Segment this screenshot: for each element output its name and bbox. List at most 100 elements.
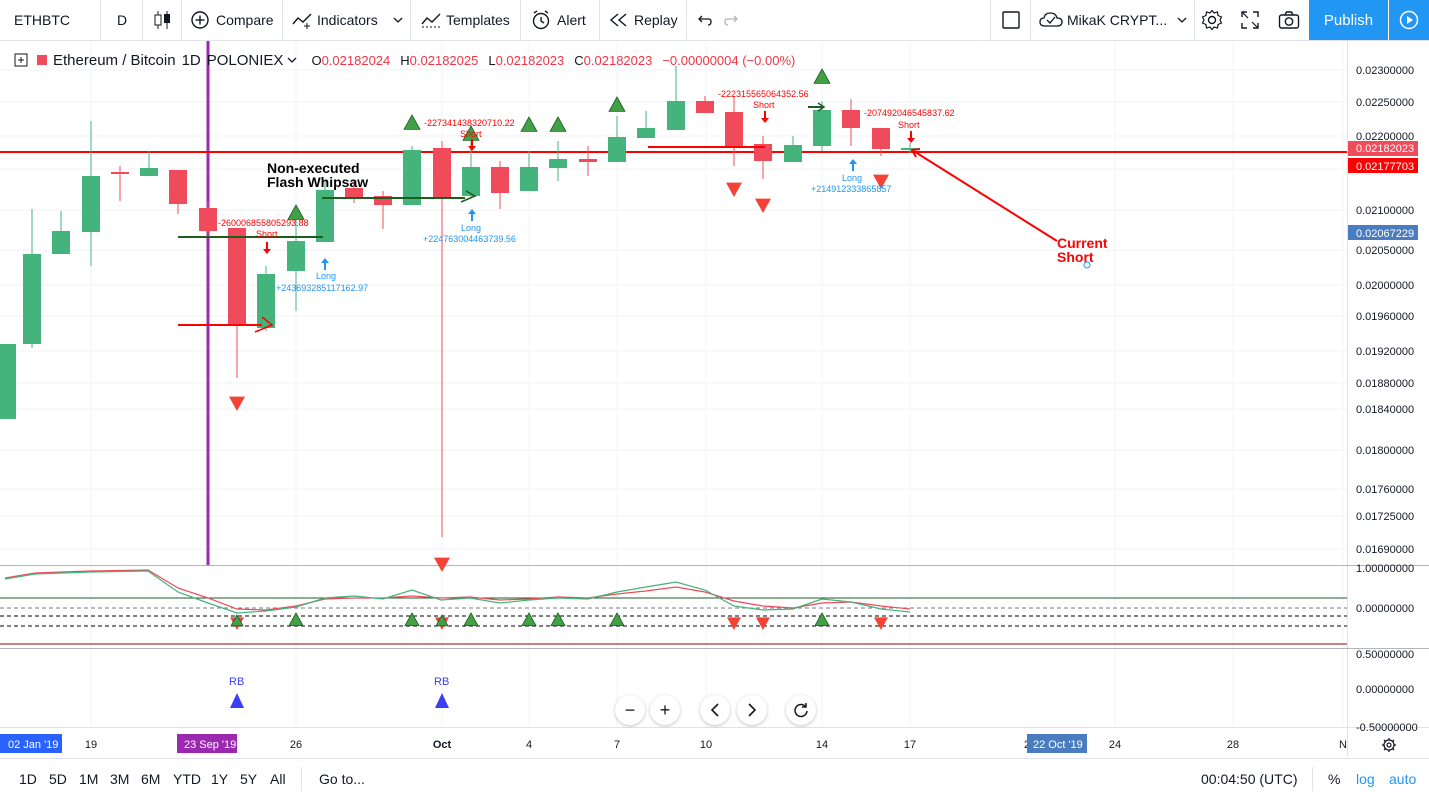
- zoom-out-button[interactable]: −: [615, 695, 645, 725]
- oscillator-axis[interactable]: 1.00000000 0.00000000 0.50000000 0.00000…: [1356, 563, 1418, 734]
- interval-button[interactable]: D: [117, 0, 127, 40]
- range-3m[interactable]: 3M: [110, 771, 130, 787]
- plus-square-icon[interactable]: [14, 53, 28, 67]
- replay-button[interactable]: Replay: [609, 0, 678, 40]
- price-axis[interactable]: 0.023000000.022500000.022000000.02150000…: [1356, 65, 1414, 556]
- range-1d[interactable]: 1D: [19, 771, 37, 787]
- reset-icon: [794, 703, 808, 718]
- range-5y[interactable]: 5Y: [240, 771, 258, 787]
- time-tick: 19: [85, 739, 97, 751]
- indicators-dropdown[interactable]: [393, 0, 403, 40]
- grid: [0, 41, 1347, 727]
- price-tick: 0.01800000: [1356, 445, 1414, 457]
- indicators-button[interactable]: Indicators: [291, 0, 378, 40]
- candle-body: [228, 228, 246, 325]
- start-date-badge: 02 Jan '19: [8, 739, 58, 751]
- signal-label: Long: [461, 223, 481, 233]
- osc-tick: 1.00000000: [1356, 563, 1414, 575]
- divider: [181, 0, 182, 40]
- signal-value: +214912333865857: [811, 184, 891, 194]
- divider: [282, 0, 283, 40]
- price-tick: 0.01760000: [1356, 484, 1414, 496]
- candle-body: [169, 170, 187, 204]
- signal-value: +243693285117162.97: [276, 283, 368, 293]
- templates-button[interactable]: Templates: [420, 0, 510, 40]
- snapshot-button[interactable]: [1278, 0, 1300, 40]
- percent-toggle[interactable]: %: [1328, 771, 1341, 787]
- signal-arrow-head: [468, 209, 476, 214]
- zoom-in-button[interactable]: +: [650, 695, 680, 725]
- redo-button[interactable]: [724, 0, 740, 40]
- current-short-arrow: [911, 149, 1058, 242]
- chart-style-button[interactable]: [152, 0, 172, 40]
- undo-button[interactable]: [696, 0, 712, 40]
- settings-button[interactable]: [1201, 0, 1223, 40]
- osc-tick: -0.50000000: [1356, 722, 1418, 734]
- signal-arrow-head: [907, 138, 915, 143]
- indicators-label: Indicators: [317, 12, 378, 28]
- signal-value: +224763004463739.56: [423, 234, 516, 244]
- publish-play-button[interactable]: [1389, 0, 1429, 40]
- plus-icon: +: [659, 699, 671, 720]
- whipsaw-label-2: Flash Whipsaw: [267, 174, 368, 190]
- rb-label: RB: [229, 676, 244, 688]
- symbol-search[interactable]: ETHBTC: [14, 0, 70, 40]
- time-tick: N: [1339, 739, 1347, 751]
- scroll-right-button[interactable]: [737, 695, 767, 725]
- candle-body: [199, 208, 217, 231]
- candle-body: [345, 188, 363, 198]
- indicators-icon: [292, 13, 312, 29]
- range-1y[interactable]: 1Y: [211, 771, 229, 787]
- alert-button[interactable]: Alert: [530, 0, 586, 40]
- range-ytd[interactable]: YTD: [173, 771, 201, 787]
- range-all[interactable]: All: [270, 771, 286, 787]
- redo-icon: [724, 15, 738, 26]
- legend-change: −0.00000004 (−0.00%): [662, 52, 796, 68]
- divider: [990, 0, 991, 40]
- goto-button[interactable]: Go to...: [319, 771, 365, 787]
- compare-button[interactable]: Compare: [190, 0, 274, 40]
- signal-label: Short: [753, 100, 775, 110]
- price-tick: 0.02050000: [1356, 245, 1414, 257]
- chevron-down-icon[interactable]: [287, 56, 297, 64]
- signal-label: Short: [898, 120, 920, 130]
- legend-low: L0.02182023: [488, 52, 565, 68]
- chart-canvas[interactable]: Non-executed Flash Whipsaw Current Short…: [0, 41, 1429, 757]
- buy-triangle: [287, 204, 305, 220]
- sell-triangle: [726, 182, 742, 197]
- range-5d[interactable]: 5D: [49, 771, 67, 787]
- layout-dropdown[interactable]: [1177, 0, 1187, 40]
- osc-buy-triangle: [404, 612, 420, 626]
- time-axis[interactable]: 02 Jan '19 23 Sep '19 2 22 Oct '19 1926O…: [0, 734, 1396, 753]
- divider: [1194, 0, 1195, 40]
- fullscreen-layout-button[interactable]: [1001, 0, 1021, 40]
- plus-circle-icon: [191, 11, 209, 29]
- symbol-title[interactable]: Ethereum / Bitcoin: [53, 51, 176, 69]
- chevron-right-icon: [748, 703, 757, 717]
- auto-toggle[interactable]: auto: [1389, 771, 1417, 787]
- time-tick: 26: [290, 739, 302, 751]
- utc-clock[interactable]: 00:04:50 (UTC): [1201, 771, 1298, 787]
- osc-buy-triangle: [230, 614, 244, 627]
- osc-sell-triangle: [727, 617, 741, 630]
- undo-icon: [698, 15, 712, 26]
- range-1m[interactable]: 1M: [79, 771, 99, 787]
- last-price-badge: 0.02182023: [1356, 143, 1414, 155]
- log-toggle[interactable]: log: [1356, 771, 1375, 787]
- time-axis-settings-button[interactable]: [1382, 738, 1396, 752]
- publish-button[interactable]: Publish: [1309, 0, 1388, 40]
- alert-label: Alert: [557, 12, 586, 28]
- candle-body: [433, 148, 451, 197]
- candle-body: [872, 128, 890, 149]
- drawings[interactable]: [178, 102, 1091, 333]
- fullscreen-button[interactable]: [1240, 0, 1260, 40]
- divider: [520, 0, 521, 40]
- candle-body: [462, 167, 480, 196]
- osc-buy-triangle: [814, 612, 830, 626]
- reset-chart-button[interactable]: [786, 695, 816, 725]
- candle-body: [52, 231, 70, 254]
- scroll-left-button[interactable]: [700, 695, 730, 725]
- layout-button[interactable]: MikaK CRYPT...: [1039, 0, 1167, 40]
- range-6m[interactable]: 6M: [141, 771, 161, 787]
- sell-triangle: [755, 198, 771, 213]
